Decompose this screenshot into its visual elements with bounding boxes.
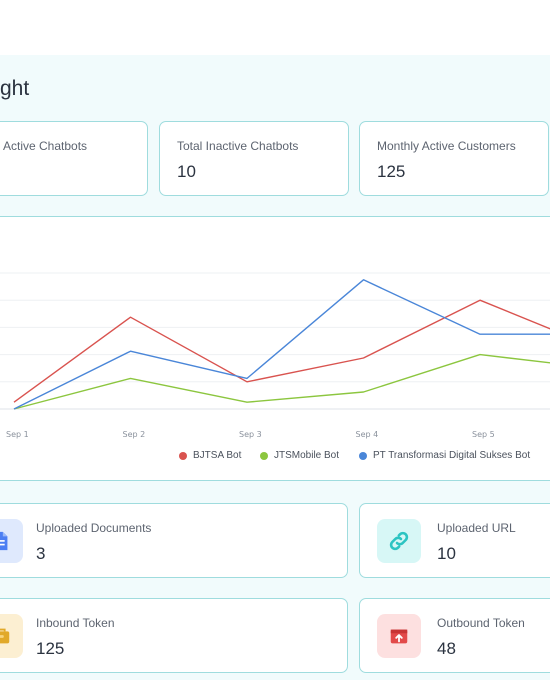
legend-label-bjtsa: BJTSA Bot bbox=[193, 450, 242, 461]
outbound-token-label: Outbound Token bbox=[437, 616, 525, 630]
inactive-chatbots-label: Total Inactive Chatbots bbox=[177, 139, 299, 153]
series-line-2 bbox=[13, 279, 550, 410]
legend-item-jtsmobile[interactable]: JTSMobile Bot bbox=[260, 450, 339, 461]
active-chatbots-card: Active Chatbots bbox=[0, 121, 148, 196]
uploaded-url-label: Uploaded URL bbox=[437, 521, 516, 535]
legend-dot-pt-transformasi bbox=[359, 451, 367, 460]
monthly-customers-label: Monthly Active Customers bbox=[377, 139, 516, 153]
uploaded-documents-label: Uploaded Documents bbox=[36, 521, 152, 535]
x-tick-label: Sep 4 bbox=[356, 430, 379, 439]
active-chatbots-label: Active Chatbots bbox=[3, 139, 88, 153]
inbound-token-value: 125 bbox=[36, 639, 65, 658]
panel-title: ght bbox=[0, 77, 30, 100]
series-line-1 bbox=[13, 353, 550, 410]
inbound-token-card: Inbound Token 125 bbox=[0, 598, 348, 673]
document-icon bbox=[0, 519, 23, 563]
legend-dot-bjtsa bbox=[179, 451, 187, 460]
outbound-token-card: Outbound Token 48 bbox=[359, 598, 550, 673]
link-icon bbox=[377, 519, 421, 563]
series-line-0 bbox=[13, 299, 550, 403]
legend-label-jtsmobile: JTSMobile Bot bbox=[274, 450, 340, 461]
legend-label-pt-transformasi: PT Transformasi Digital Sukses Bot bbox=[373, 450, 531, 461]
outbound-token-icon bbox=[377, 614, 421, 658]
chart-legend: BJTSA Bot JTSMobile Bot PT Transformasi … bbox=[0, 450, 550, 464]
x-tick-label: Sep 1 bbox=[6, 430, 29, 439]
x-tick-label: Sep 2 bbox=[123, 430, 146, 439]
chart-series bbox=[13, 279, 550, 410]
inactive-chatbots-card: Total Inactive Chatbots 10 bbox=[159, 121, 349, 196]
legend-dot-jtsmobile bbox=[260, 451, 268, 460]
inbound-token-label: Inbound Token bbox=[36, 616, 115, 630]
uploaded-documents-card: Uploaded Documents 3 bbox=[0, 503, 348, 578]
x-tick-label: Sep 3 bbox=[239, 430, 262, 439]
chart-grid bbox=[0, 272, 550, 410]
uploaded-url-card: Uploaded URL 10 bbox=[359, 503, 550, 578]
monthly-customers-value: 125 bbox=[377, 162, 406, 181]
outbound-token-value: 48 bbox=[437, 639, 456, 658]
chart-card bbox=[0, 216, 550, 481]
inactive-chatbots-value: 10 bbox=[177, 162, 196, 181]
monthly-customers-card: Monthly Active Customers 125 bbox=[359, 121, 549, 196]
uploaded-documents-value: 3 bbox=[36, 544, 46, 563]
uploaded-url-value: 10 bbox=[437, 544, 456, 563]
legend-item-bjtsa[interactable]: BJTSA Bot bbox=[179, 450, 241, 461]
inbound-token-icon bbox=[0, 614, 23, 658]
x-tick-label: Sep 5 bbox=[472, 430, 495, 439]
legend-item-pt-transformasi[interactable]: PT Transformasi Digital Sukses Bot bbox=[359, 450, 530, 461]
